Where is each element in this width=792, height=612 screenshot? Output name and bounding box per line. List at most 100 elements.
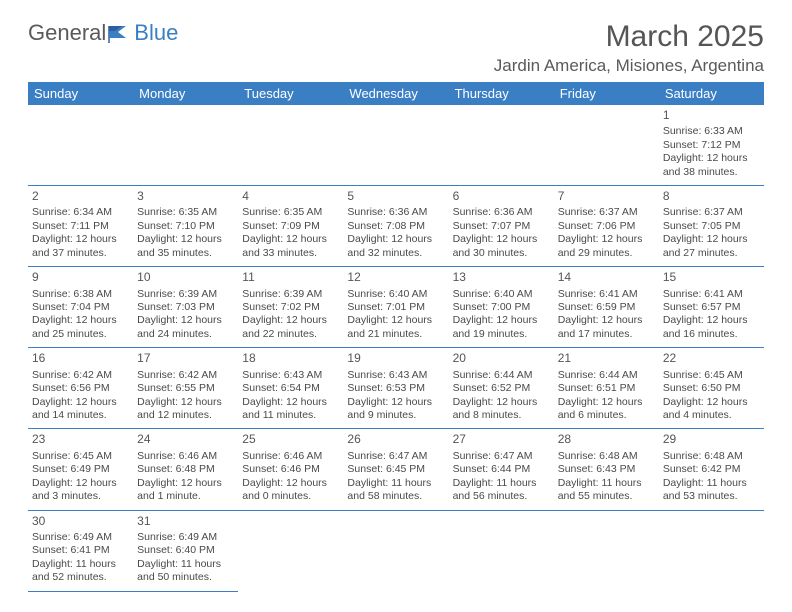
calendar-week-row: 2Sunrise: 6:34 AMSunset: 7:11 PMDaylight…: [28, 186, 764, 267]
calendar-day-cell: 14Sunrise: 6:41 AMSunset: 6:59 PMDayligh…: [554, 267, 659, 348]
calendar-day-cell: 27Sunrise: 6:47 AMSunset: 6:44 PMDayligh…: [449, 429, 554, 510]
sunset-line: Sunset: 6:56 PM: [32, 382, 129, 395]
weekday-header: Thursday: [449, 82, 554, 105]
calendar-day-cell: 23 Sunrise: 6:45 AMSunset: 6:49 PMDayligh…: [28, 429, 133, 510]
logo: General Blue: [28, 20, 178, 46]
sunset-line: Sunset: 7:08 PM: [347, 220, 444, 233]
daylight-line: Daylight: 12 hours and 12 minutes.: [137, 396, 234, 423]
calendar-day-cell: [449, 510, 554, 591]
sunrise-line: Sunrise: 6:37 AM: [558, 206, 655, 219]
calendar-day-cell: 12Sunrise: 6:40 AMSunset: 7:01 PMDayligh…: [343, 267, 448, 348]
daylight-line: Daylight: 12 hours and 9 minutes.: [347, 396, 444, 423]
daylight-line: Daylight: 12 hours and 19 minutes.: [453, 314, 550, 341]
day-number: 9: [32, 270, 129, 285]
sunrise-line: Sunrise: 6:45 AM: [32, 450, 129, 463]
sunrise-line: Sunrise: 6:39 AM: [137, 288, 234, 301]
sunrise-line: Sunrise: 6:43 AM: [242, 369, 339, 382]
calendar-day-cell: 4Sunrise: 6:35 AMSunset: 7:09 PMDaylight…: [238, 186, 343, 267]
daylight-line: Daylight: 11 hours and 50 minutes.: [137, 558, 234, 585]
sunrise-line: Sunrise: 6:47 AM: [453, 450, 550, 463]
logo-text-2: Blue: [134, 20, 178, 46]
sunset-line: Sunset: 6:50 PM: [663, 382, 760, 395]
calendar-day-cell: 21Sunrise: 6:44 AMSunset: 6:51 PMDayligh…: [554, 348, 659, 429]
title-block: March 2025 Jardin America, Misiones, Arg…: [494, 20, 764, 76]
sunrise-line: Sunrise: 6:40 AM: [347, 288, 444, 301]
day-number: 1: [663, 108, 760, 123]
calendar-day-cell: [238, 510, 343, 591]
calendar-day-cell: [238, 105, 343, 186]
daylight-line: Daylight: 12 hours and 0 minutes.: [242, 477, 339, 504]
daylight-line: Daylight: 12 hours and 27 minutes.: [663, 233, 760, 260]
sunrise-line: Sunrise: 6:46 AM: [137, 450, 234, 463]
day-number: 3: [137, 189, 234, 204]
calendar-day-cell: [554, 105, 659, 186]
calendar-day-cell: 11Sunrise: 6:39 AMSunset: 7:02 PMDayligh…: [238, 267, 343, 348]
daylight-line: Daylight: 12 hours and 29 minutes.: [558, 233, 655, 260]
calendar-day-cell: 20Sunrise: 6:44 AMSunset: 6:52 PMDayligh…: [449, 348, 554, 429]
daylight-line: Daylight: 12 hours and 25 minutes.: [32, 314, 129, 341]
weekday-header: Wednesday: [343, 82, 448, 105]
day-number: 26: [347, 432, 444, 447]
sunset-line: Sunset: 6:43 PM: [558, 463, 655, 476]
sunset-line: Sunset: 6:55 PM: [137, 382, 234, 395]
day-number: 18: [242, 351, 339, 366]
sunset-line: Sunset: 6:44 PM: [453, 463, 550, 476]
daylight-line: Daylight: 11 hours and 58 minutes.: [347, 477, 444, 504]
calendar-day-cell: [659, 510, 764, 591]
calendar-day-cell: 7Sunrise: 6:37 AMSunset: 7:06 PMDaylight…: [554, 186, 659, 267]
weekday-header: Saturday: [659, 82, 764, 105]
day-number: 4: [242, 189, 339, 204]
page-title: March 2025: [494, 20, 764, 54]
day-number: 15: [663, 270, 760, 285]
calendar-day-cell: 9 Sunrise: 6:38 AMSunset: 7:04 PMDaylight…: [28, 267, 133, 348]
day-number: 7: [558, 189, 655, 204]
sunset-line: Sunset: 7:09 PM: [242, 220, 339, 233]
sunrise-line: Sunrise: 6:39 AM: [242, 288, 339, 301]
sunset-line: Sunset: 6:52 PM: [453, 382, 550, 395]
sunset-line: Sunset: 7:04 PM: [32, 301, 129, 314]
sunset-line: Sunset: 6:59 PM: [558, 301, 655, 314]
day-number: 23: [32, 432, 129, 447]
daylight-line: Daylight: 12 hours and 32 minutes.: [347, 233, 444, 260]
daylight-line: Daylight: 12 hours and 17 minutes.: [558, 314, 655, 341]
sunrise-line: Sunrise: 6:38 AM: [32, 288, 129, 301]
sunset-line: Sunset: 7:01 PM: [347, 301, 444, 314]
sunset-line: Sunset: 6:49 PM: [32, 463, 129, 476]
day-number: 8: [663, 189, 760, 204]
day-number: 28: [558, 432, 655, 447]
weekday-header: Sunday: [28, 82, 133, 105]
calendar-table: Sunday Monday Tuesday Wednesday Thursday…: [28, 82, 764, 592]
calendar-day-cell: 6Sunrise: 6:36 AMSunset: 7:07 PMDaylight…: [449, 186, 554, 267]
calendar-day-cell: 17Sunrise: 6:42 AMSunset: 6:55 PMDayligh…: [133, 348, 238, 429]
calendar-day-cell: 15Sunrise: 6:41 AMSunset: 6:57 PMDayligh…: [659, 267, 764, 348]
sunset-line: Sunset: 7:12 PM: [663, 139, 760, 152]
day-number: 6: [453, 189, 550, 204]
daylight-line: Daylight: 12 hours and 37 minutes.: [32, 233, 129, 260]
daylight-line: Daylight: 12 hours and 11 minutes.: [242, 396, 339, 423]
sunset-line: Sunset: 7:02 PM: [242, 301, 339, 314]
sunrise-line: Sunrise: 6:43 AM: [347, 369, 444, 382]
sunrise-line: Sunrise: 6:35 AM: [137, 206, 234, 219]
daylight-line: Daylight: 12 hours and 3 minutes.: [32, 477, 129, 504]
day-number: 24: [137, 432, 234, 447]
daylight-line: Daylight: 12 hours and 4 minutes.: [663, 396, 760, 423]
day-number: 20: [453, 351, 550, 366]
sunrise-line: Sunrise: 6:40 AM: [453, 288, 550, 301]
calendar-day-cell: [133, 105, 238, 186]
calendar-day-cell: 5Sunrise: 6:36 AMSunset: 7:08 PMDaylight…: [343, 186, 448, 267]
weekday-header: Friday: [554, 82, 659, 105]
sunset-line: Sunset: 6:51 PM: [558, 382, 655, 395]
calendar-day-cell: 1Sunrise: 6:33 AMSunset: 7:12 PMDaylight…: [659, 105, 764, 186]
daylight-line: Daylight: 12 hours and 22 minutes.: [242, 314, 339, 341]
sunset-line: Sunset: 6:53 PM: [347, 382, 444, 395]
calendar-day-cell: 31Sunrise: 6:49 AMSunset: 6:40 PMDayligh…: [133, 510, 238, 591]
day-number: 22: [663, 351, 760, 366]
day-number: 13: [453, 270, 550, 285]
calendar-day-cell: [343, 510, 448, 591]
calendar-day-cell: 18Sunrise: 6:43 AMSunset: 6:54 PMDayligh…: [238, 348, 343, 429]
flag-icon: [108, 24, 132, 44]
sunset-line: Sunset: 7:03 PM: [137, 301, 234, 314]
daylight-line: Daylight: 12 hours and 14 minutes.: [32, 396, 129, 423]
sunrise-line: Sunrise: 6:33 AM: [663, 125, 760, 138]
sunrise-line: Sunrise: 6:48 AM: [558, 450, 655, 463]
